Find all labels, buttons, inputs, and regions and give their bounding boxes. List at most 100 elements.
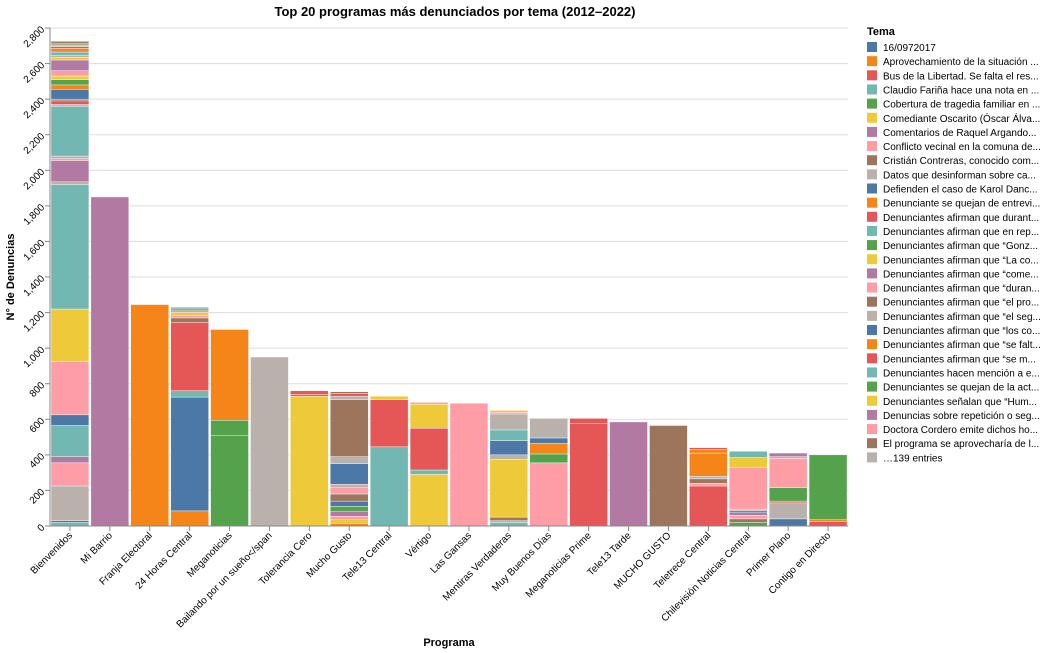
legend-label: Comediante Oscarito (Óscar Álva...	[883, 112, 1040, 125]
legend-swatch	[867, 112, 877, 123]
bar-segment	[689, 476, 728, 480]
legend-label: El programa se aprovecharía de l...	[883, 439, 1039, 450]
bar-segment	[529, 462, 568, 527]
bar-segment	[489, 516, 529, 521]
legend-label: Denunciante se quejan de entrevi...	[883, 199, 1040, 210]
bar-segment	[409, 474, 449, 527]
bar-segment	[50, 70, 90, 77]
legend-label: Bus de la Libertad. Se falta el res...	[883, 71, 1039, 82]
bar-segment	[170, 510, 209, 527]
bar-segment	[489, 411, 529, 415]
legend-swatch	[867, 424, 877, 435]
bar-segment	[170, 396, 209, 512]
bar-segment	[409, 402, 449, 405]
bar-segment	[170, 310, 209, 313]
bar-stack	[50, 41, 90, 527]
bar-segment	[50, 184, 90, 310]
bar-segment	[369, 399, 409, 448]
bar-segment	[50, 104, 90, 107]
bar-segment	[409, 427, 449, 471]
bar-segment	[170, 317, 209, 323]
bar-segment	[330, 493, 369, 502]
bar-segment	[569, 418, 608, 424]
bar-segment	[330, 487, 369, 495]
legend-swatch	[867, 254, 877, 265]
bar-segment	[489, 520, 529, 523]
y-tick-label: 2,000	[22, 166, 48, 192]
bar-segment	[689, 478, 728, 484]
bar-stack	[409, 402, 449, 527]
bar-segment	[489, 413, 529, 431]
legend-swatch	[867, 169, 877, 180]
bar-segment	[50, 41, 90, 44]
bar-segment	[729, 510, 768, 513]
bar-segment	[50, 456, 90, 464]
bar-segment	[689, 449, 728, 454]
y-tick-label: 1,000	[22, 344, 48, 370]
bar-segment	[50, 158, 90, 161]
legend-label: Denunciantes afirman que “se m...	[883, 354, 1036, 365]
bar-segment	[768, 456, 808, 459]
bar-segment	[489, 459, 529, 518]
bar-segment	[489, 454, 529, 460]
bar-segment	[50, 155, 90, 159]
bar-segment	[768, 458, 808, 488]
legend-label: Denunciantes afirman que “come...	[883, 269, 1039, 280]
legend-swatch	[867, 339, 877, 350]
y-tick-label: 1,800	[22, 202, 48, 228]
bar-segment	[729, 522, 768, 527]
legend-swatch	[867, 211, 877, 222]
legend-swatch	[867, 409, 877, 420]
legend-swatch	[867, 197, 877, 208]
bar-segment	[330, 500, 369, 507]
legend-swatch	[867, 268, 877, 279]
bar-stack	[529, 418, 568, 527]
bar-segment	[50, 361, 90, 416]
bar-segment	[689, 447, 728, 450]
legend-label: Doctora Cordero emite dichos ho...	[883, 425, 1038, 436]
bar-segment	[210, 329, 249, 421]
legend-label: Claudio Fariña hace una nota en ...	[883, 85, 1039, 96]
bar-segment	[609, 421, 648, 527]
bar-segment	[250, 356, 289, 527]
bar-segment	[489, 410, 529, 413]
bar-segment	[768, 518, 808, 527]
x-tick-label: Vértigo	[404, 530, 434, 560]
bar-segment	[50, 522, 90, 527]
bar-segment	[729, 508, 768, 512]
bar-segment	[489, 522, 529, 527]
y-tick-label: 2,200	[22, 131, 48, 157]
bar-stack	[210, 329, 249, 527]
legend-label: Denunciantes afirman que “se falt...	[883, 340, 1041, 351]
bar-stack	[569, 418, 608, 527]
bar-segment	[290, 390, 329, 395]
legend-label: Denunciantes hacen mención a e...	[883, 368, 1040, 379]
legend-swatch	[867, 282, 877, 293]
legend-label: Denunciantes afirman que “los co...	[883, 326, 1040, 337]
bar-segment	[50, 55, 90, 58]
y-axis: 0 200 400 600 800 1,000 1,200 1,400 1,600 1,800 2,…	[22, 24, 51, 534]
legend-label: Datos que desinforman sobre ca...	[883, 170, 1036, 181]
x-tick-label: Mentiras Verdaderas	[441, 530, 514, 603]
legend-label: Denuncias sobre repetición o seg...	[883, 411, 1040, 422]
y-tick-label: 1,400	[22, 273, 48, 299]
bar-segment	[290, 394, 329, 397]
legend-label: Denunciantes afirman que “La co...	[883, 255, 1039, 266]
legend-swatch	[867, 452, 877, 463]
bar-segment	[50, 462, 90, 487]
bar-stack	[489, 410, 529, 527]
y-tick-label: 2,600	[22, 60, 48, 86]
bar-segment	[768, 452, 808, 457]
bar-segment	[90, 196, 130, 527]
bar-segment	[689, 485, 728, 527]
bar-segment	[50, 98, 90, 102]
bar-stack	[90, 196, 130, 527]
bar-stack	[369, 395, 409, 527]
legend-label: Denunciantes afirman que durant...	[883, 213, 1039, 224]
bar-segment	[768, 500, 808, 504]
bar-segment	[649, 425, 688, 527]
bar-segment	[330, 393, 369, 397]
bar-segment	[330, 456, 369, 464]
